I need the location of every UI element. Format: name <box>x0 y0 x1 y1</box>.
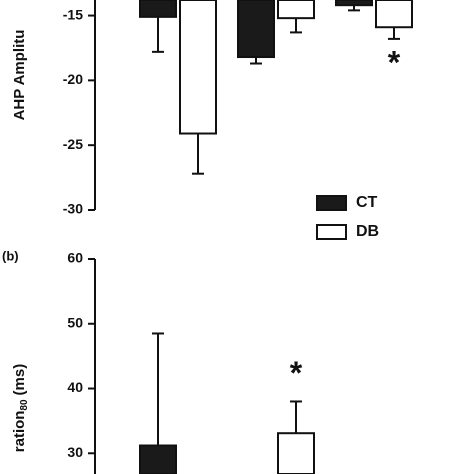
y-tick-label: -25 <box>63 136 83 152</box>
y-tick-label: -30 <box>63 201 83 217</box>
legend-label: DB <box>356 223 379 240</box>
bar <box>237 0 275 59</box>
y-tick-label: -20 <box>63 71 83 87</box>
bar <box>139 444 177 474</box>
bar <box>277 0 315 20</box>
annotation: * <box>290 355 303 391</box>
legend-swatch <box>316 195 347 211</box>
bar <box>179 0 217 135</box>
y-label-text: ration <box>11 411 28 453</box>
y-axis-label: AHP Amplitu <box>11 30 28 121</box>
legend-swatch <box>316 224 347 240</box>
legend-label: CT <box>356 194 378 211</box>
panel-label: (b) <box>2 248 19 263</box>
y-label-sub: 80 <box>19 399 30 411</box>
y-tick-label: -15 <box>63 6 83 22</box>
y-label-suffix: (ms) <box>11 364 28 396</box>
y-axis-label: ration80 (ms) <box>11 364 30 452</box>
y-tick-label: 50 <box>67 314 83 330</box>
bar <box>375 0 413 29</box>
bar <box>277 432 315 474</box>
y-tick-label: 60 <box>67 250 83 266</box>
y-tick-label: 30 <box>67 444 83 460</box>
bar <box>335 0 373 7</box>
bar <box>139 0 177 18</box>
annotation: * <box>388 44 401 80</box>
y-tick-label: 40 <box>67 379 83 395</box>
